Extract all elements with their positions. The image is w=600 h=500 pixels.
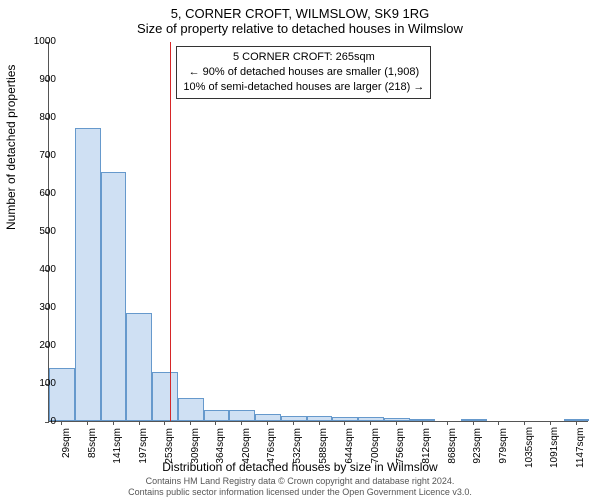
xtick-label: 309sqm: [190, 428, 201, 468]
xtick-label: 29sqm: [61, 428, 72, 468]
chart-container: 5 CORNER CROFT: 265sqm← 90% of detached …: [48, 42, 588, 422]
xtick-mark: [422, 421, 423, 425]
histogram-bar: [75, 128, 101, 421]
histogram-bar: [49, 368, 75, 421]
ytick-label: 600: [16, 188, 56, 199]
histogram-bar: [461, 419, 487, 421]
ytick-label: 300: [16, 302, 56, 313]
xtick-mark: [241, 421, 242, 425]
page-title-line2: Size of property relative to detached ho…: [0, 21, 600, 38]
ytick-label: 200: [16, 340, 56, 351]
annotation-box: 5 CORNER CROFT: 265sqm← 90% of detached …: [176, 46, 431, 99]
xtick-mark: [447, 421, 448, 425]
xtick-label: 923sqm: [472, 428, 483, 468]
xtick-mark: [473, 421, 474, 425]
xtick-mark: [576, 421, 577, 425]
xtick-label: 364sqm: [215, 428, 226, 468]
xtick-mark: [498, 421, 499, 425]
xtick-label: 141sqm: [112, 428, 123, 468]
xtick-label: 756sqm: [395, 428, 406, 468]
xtick-mark: [319, 421, 320, 425]
xtick-label: 476sqm: [266, 428, 277, 468]
annotation-line2: ← 90% of detached houses are smaller (1,…: [183, 65, 424, 80]
xtick-label: 979sqm: [498, 428, 509, 468]
plot-area: 5 CORNER CROFT: 265sqm← 90% of detached …: [48, 42, 588, 422]
xtick-mark: [139, 421, 140, 425]
ytick-label: 0: [16, 416, 56, 427]
footer-line1: Contains HM Land Registry data © Crown c…: [0, 476, 600, 487]
xtick-label: 420sqm: [241, 428, 252, 468]
ytick-label: 1000: [16, 36, 56, 47]
xtick-mark: [550, 421, 551, 425]
reference-line: [170, 42, 171, 421]
xtick-mark: [267, 421, 268, 425]
xtick-mark: [61, 421, 62, 425]
ytick-label: 800: [16, 112, 56, 123]
annotation-line3: 10% of semi-detached houses are larger (…: [183, 80, 424, 95]
xtick-mark: [293, 421, 294, 425]
xtick-mark: [190, 421, 191, 425]
xtick-label: 197sqm: [138, 428, 149, 468]
xtick-mark: [370, 421, 371, 425]
xtick-mark: [113, 421, 114, 425]
xtick-mark: [344, 421, 345, 425]
histogram-bar: [178, 398, 204, 421]
ytick-label: 100: [16, 378, 56, 389]
xtick-label: 700sqm: [370, 428, 381, 468]
xtick-label: 588sqm: [318, 428, 329, 468]
xtick-label: 532sqm: [292, 428, 303, 468]
xtick-label: 253sqm: [164, 428, 175, 468]
histogram-bar: [204, 410, 230, 421]
histogram-bar: [152, 372, 178, 421]
xtick-mark: [164, 421, 165, 425]
xtick-label: 1091sqm: [549, 428, 560, 468]
xtick-label: 868sqm: [447, 428, 458, 468]
histogram-bar: [255, 414, 281, 421]
xtick-label: 644sqm: [344, 428, 355, 468]
xtick-mark: [396, 421, 397, 425]
xtick-mark: [215, 421, 216, 425]
xtick-label: 1035sqm: [524, 428, 535, 468]
xtick-label: 85sqm: [87, 428, 98, 468]
ytick-label: 900: [16, 74, 56, 85]
xtick-label: 1147sqm: [575, 428, 586, 468]
histogram-bar: [229, 410, 255, 421]
xtick-label: 812sqm: [421, 428, 432, 468]
ytick-label: 400: [16, 264, 56, 275]
page-title-line1: 5, CORNER CROFT, WILMSLOW, SK9 1RG: [0, 0, 600, 21]
footer-line2: Contains public sector information licen…: [0, 487, 600, 498]
footer-attribution: Contains HM Land Registry data © Crown c…: [0, 476, 600, 498]
y-axis-label: Number of detached properties: [4, 65, 18, 230]
annotation-line1: 5 CORNER CROFT: 265sqm: [183, 50, 424, 65]
histogram-bar: [126, 313, 152, 421]
histogram-bar: [101, 172, 127, 421]
ytick-label: 700: [16, 150, 56, 161]
ytick-label: 500: [16, 226, 56, 237]
xtick-mark: [524, 421, 525, 425]
xtick-mark: [87, 421, 88, 425]
